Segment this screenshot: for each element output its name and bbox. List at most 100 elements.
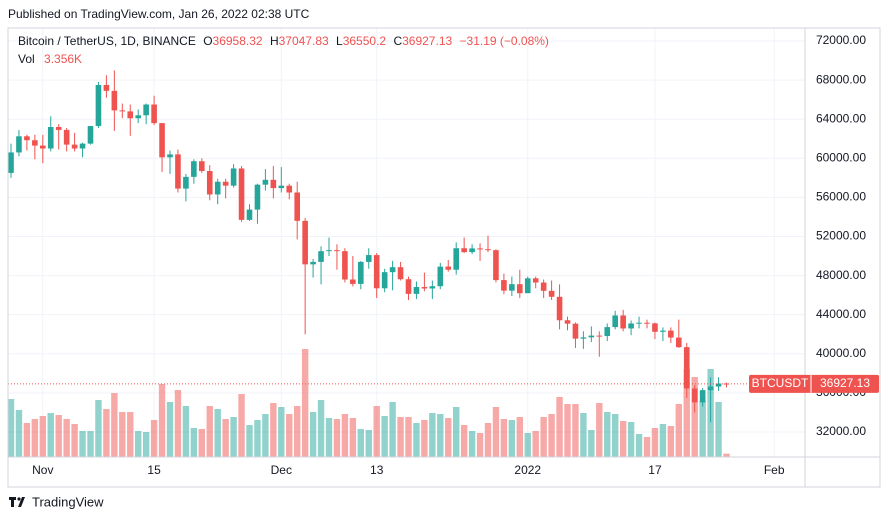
y-tick-label: 52000.00	[816, 229, 866, 243]
candle-body	[183, 176, 189, 189]
volume-bar	[309, 412, 317, 457]
volume-bar	[612, 414, 619, 457]
change: −31.19 (−0.08%)	[460, 34, 549, 48]
volume-bar	[381, 416, 388, 457]
candle-body	[365, 255, 372, 262]
x-tick-label: Feb	[764, 463, 785, 477]
volume-bar	[23, 423, 31, 457]
volume-bar	[524, 433, 531, 457]
candle-body	[485, 249, 491, 251]
volume-bar	[190, 428, 198, 457]
y-tick-label: 72000.00	[816, 33, 866, 47]
volume-bar	[87, 431, 94, 457]
candle-body	[493, 250, 499, 281]
volume-bar	[286, 414, 293, 457]
open-value: 36958.32	[213, 34, 263, 48]
volume-bar	[166, 402, 174, 457]
volume-bar	[294, 406, 301, 457]
volume-bar	[532, 431, 539, 457]
candle-body	[509, 284, 515, 291]
volume-bar	[421, 420, 428, 457]
volume-bar	[111, 393, 118, 457]
candle-body	[350, 279, 356, 284]
volume-bar	[437, 414, 444, 457]
candle-body	[461, 248, 467, 253]
volume-bar	[301, 349, 309, 457]
candle-body	[628, 323, 634, 329]
volume-bar	[643, 437, 651, 457]
candle-body	[55, 127, 62, 130]
high-value: 37047.83	[279, 34, 329, 48]
candle-body	[191, 161, 197, 177]
candle-body	[47, 127, 54, 149]
candle-body	[254, 184, 261, 210]
candle-body	[556, 296, 563, 321]
volume-bar	[349, 418, 357, 457]
candle-body	[206, 171, 213, 195]
volume-bar	[95, 400, 102, 457]
candle-body	[691, 388, 698, 403]
volume-bar	[206, 406, 213, 457]
candle-body	[469, 248, 475, 253]
candle-body	[278, 185, 285, 189]
volume-bar	[325, 418, 333, 457]
volume-bar	[508, 420, 516, 457]
volume-bar	[484, 423, 492, 457]
candle-body	[636, 322, 642, 324]
candle-body	[373, 255, 380, 289]
volume-bar	[651, 428, 659, 457]
candle-body	[660, 330, 666, 332]
candle-body	[16, 136, 22, 153]
candle-body	[214, 181, 221, 195]
candles	[8, 70, 805, 423]
volume-bar	[619, 421, 627, 457]
volume-bar	[238, 394, 245, 457]
candle-body	[95, 84, 102, 127]
candle-body	[517, 284, 523, 294]
volume-bar	[198, 429, 205, 457]
candle-body	[222, 181, 229, 186]
candle-body	[652, 323, 658, 332]
volume-bar	[596, 403, 603, 457]
candle-body	[532, 278, 539, 283]
axes: 32000.0036000.0040000.0044000.0048000.00…	[32, 33, 879, 477]
volume-bar	[468, 431, 476, 457]
volume-bar	[158, 384, 166, 457]
volume-bar	[39, 416, 46, 457]
candle-body	[715, 383, 722, 387]
y-tick-label: 48000.00	[816, 268, 866, 282]
volume-bar	[453, 407, 460, 457]
volume-bar	[71, 424, 78, 457]
y-tick-label: 64000.00	[816, 111, 866, 125]
volume-bar	[7, 399, 15, 457]
symbol: Bitcoin / TetherUS, 1D, BINANCE	[18, 34, 196, 48]
open-label: O	[203, 34, 212, 48]
x-tick-label: 17	[648, 463, 662, 477]
volume-bar	[262, 414, 269, 457]
candle-body	[548, 290, 555, 297]
volume-bar	[659, 424, 667, 457]
volume-bar	[47, 413, 54, 457]
volume-header: Vol 3.356K	[18, 52, 82, 66]
volume-bar	[604, 412, 611, 457]
candle-body	[40, 145, 46, 149]
volume-bar	[588, 430, 595, 457]
candle-body	[588, 335, 595, 338]
brand-logo	[9, 497, 25, 507]
volume-bar	[142, 432, 150, 457]
volume-pane	[7, 349, 730, 457]
volume-bar	[31, 419, 39, 457]
candle-body	[334, 250, 340, 252]
candle-body	[620, 315, 626, 329]
volume-bar	[119, 412, 126, 457]
candle-body	[342, 251, 348, 280]
legend-header: Bitcoin / TetherUS, 1D, BINANCE O36958.3…	[18, 34, 549, 48]
volume-bar	[548, 414, 555, 457]
close-value: 36927.13	[402, 34, 452, 48]
y-tick-label: 32000.00	[816, 424, 866, 438]
volume-bar	[365, 430, 372, 457]
candle-body	[604, 327, 611, 336]
volume-bar	[230, 417, 237, 457]
volume-bar	[556, 397, 563, 457]
low-label: L	[336, 34, 343, 48]
